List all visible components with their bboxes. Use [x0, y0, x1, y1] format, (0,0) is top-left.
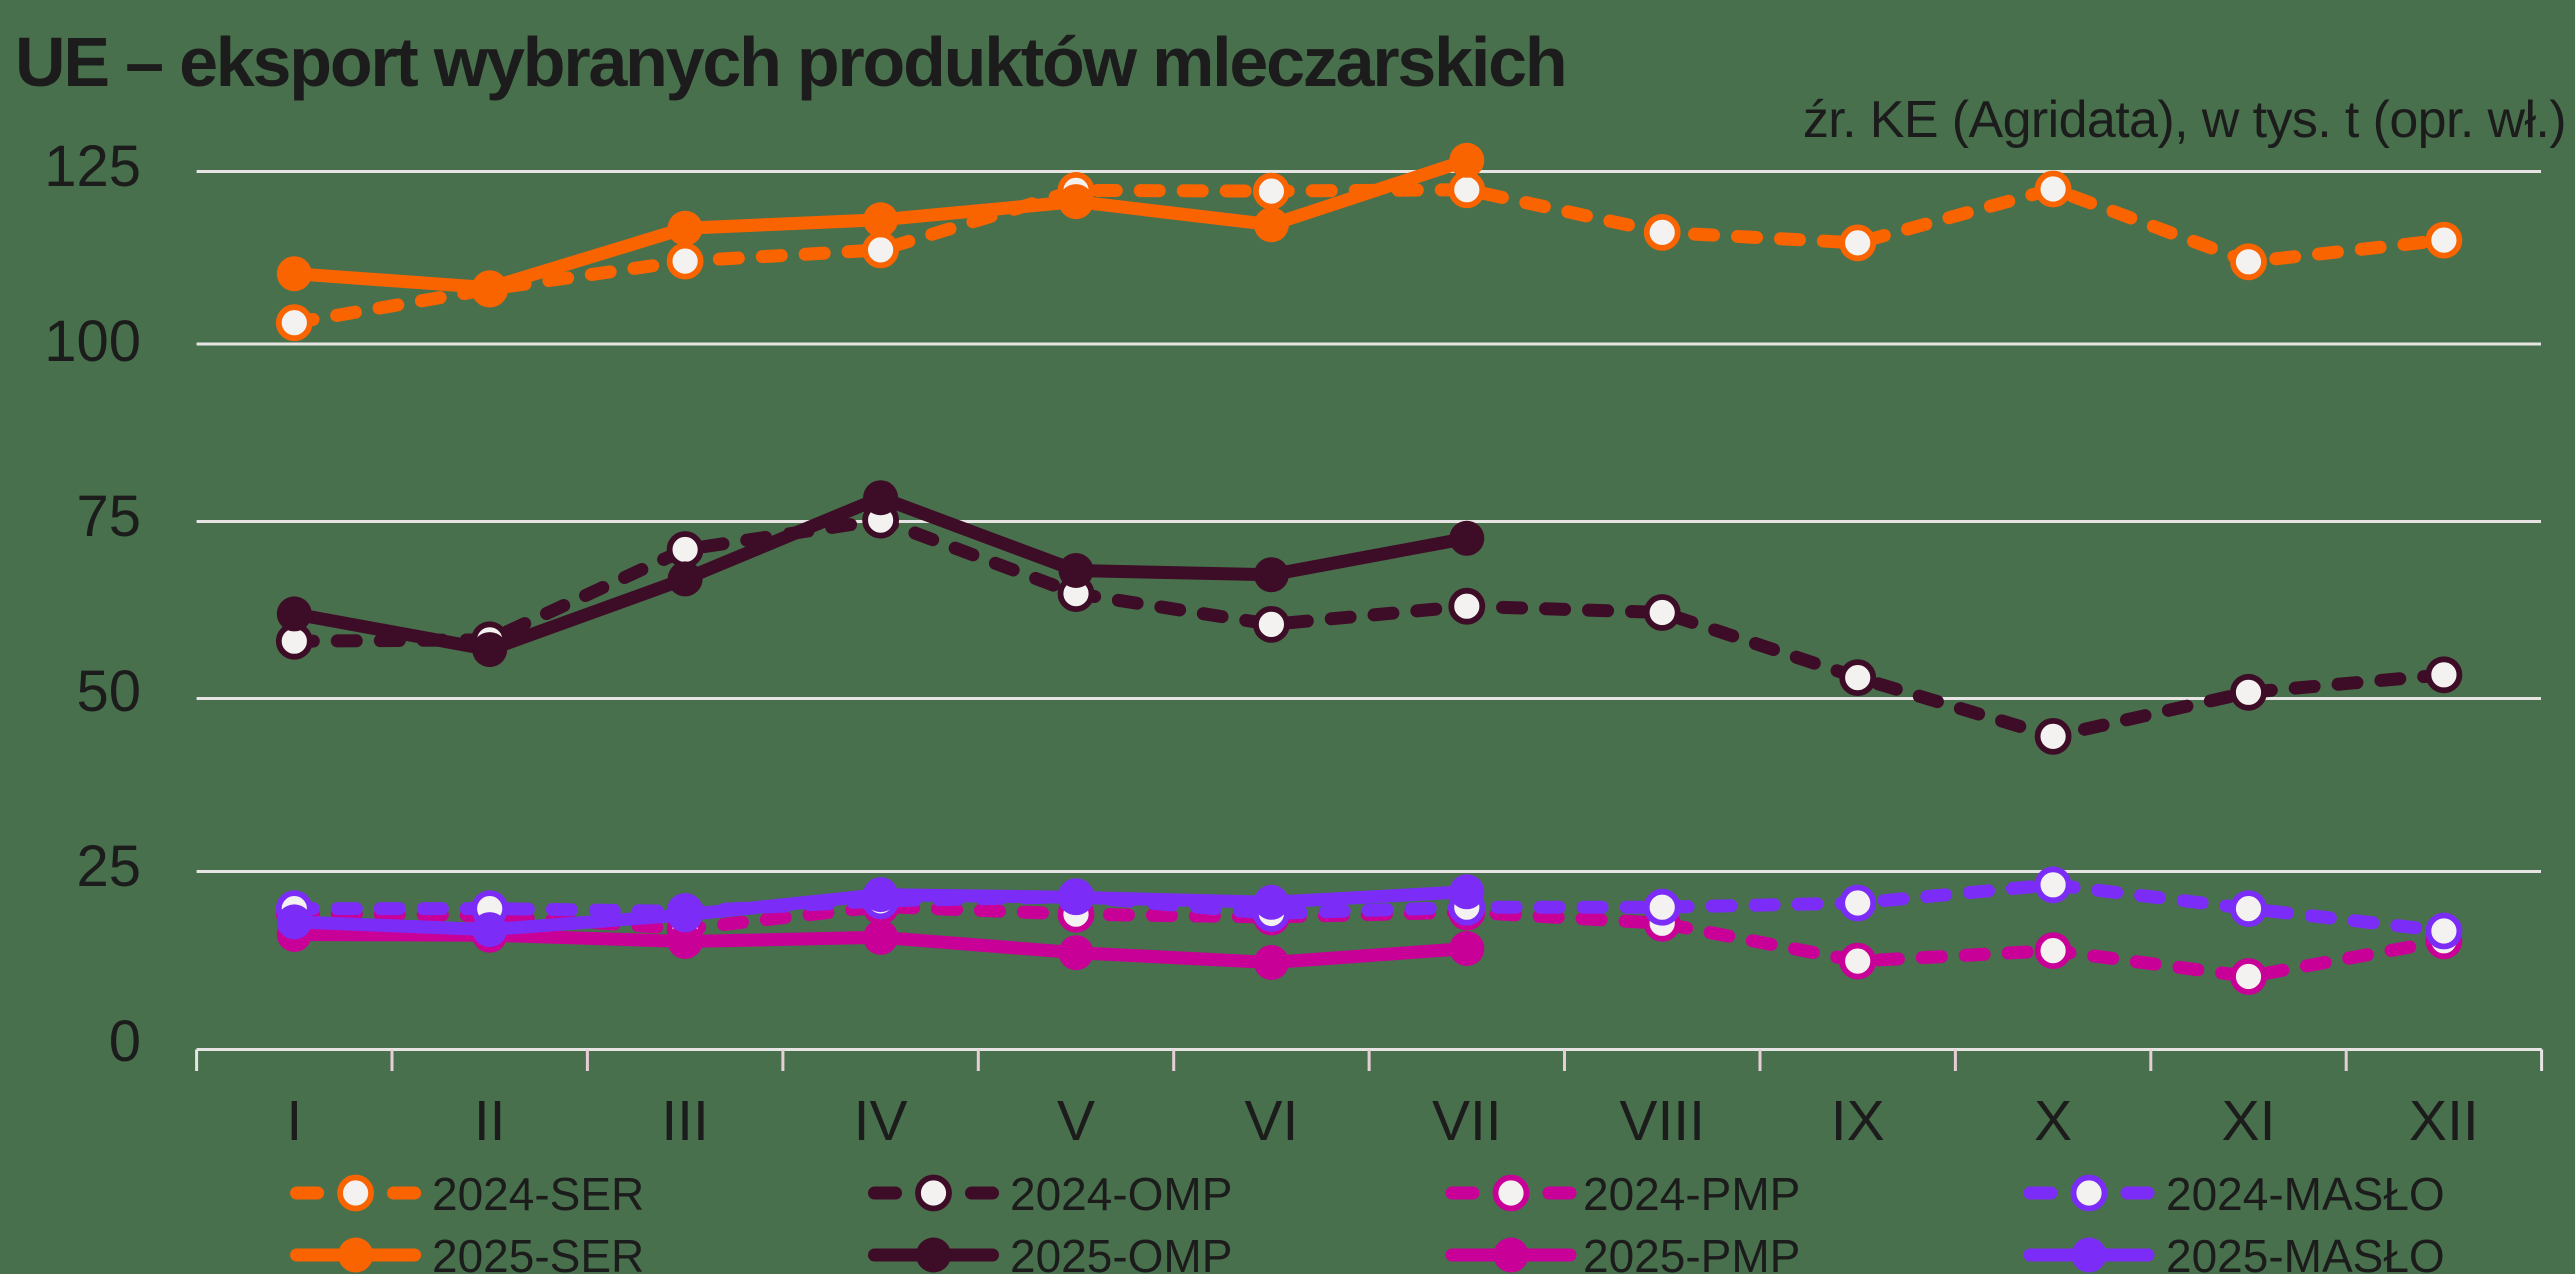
svg-text:50: 50	[76, 659, 141, 724]
svg-text:III: III	[661, 1089, 709, 1153]
svg-text:I: I	[286, 1089, 302, 1153]
svg-text:XII: XII	[2409, 1089, 2479, 1153]
svg-text:IV: IV	[854, 1089, 908, 1153]
svg-text:VIII: VIII	[1619, 1089, 1705, 1153]
svg-text:V: V	[1057, 1089, 1095, 1153]
svg-text:2025-OMP: 2025-OMP	[1010, 1230, 1232, 1274]
svg-text:0: 0	[109, 1009, 141, 1074]
svg-text:II: II	[474, 1089, 506, 1153]
svg-text:źr. KE (Agridata), w tys. t (o: źr. KE (Agridata), w tys. t (opr. wł.)	[1803, 91, 2566, 149]
svg-text:VII: VII	[1432, 1089, 1502, 1153]
svg-text:UE – eksport wybranych produkt: UE – eksport wybranych produktów mleczar…	[15, 23, 1565, 101]
svg-text:125: 125	[44, 134, 141, 199]
svg-text:100: 100	[44, 309, 141, 374]
svg-text:2025-SER: 2025-SER	[432, 1230, 644, 1274]
svg-text:25: 25	[76, 834, 141, 899]
svg-text:2024-PMP: 2024-PMP	[1583, 1168, 1800, 1220]
svg-text:X: X	[2034, 1089, 2072, 1153]
svg-text:XI: XI	[2222, 1089, 2276, 1153]
svg-text:2024-MASŁO: 2024-MASŁO	[2166, 1168, 2445, 1220]
svg-text:2024-SER: 2024-SER	[432, 1168, 644, 1220]
svg-text:VI: VI	[1244, 1089, 1298, 1153]
svg-text:2025-MASŁO: 2025-MASŁO	[2166, 1230, 2445, 1274]
svg-text:IX: IX	[1831, 1089, 1885, 1153]
svg-text:2024-OMP: 2024-OMP	[1010, 1168, 1232, 1220]
svg-text:2025-PMP: 2025-PMP	[1583, 1230, 1800, 1274]
svg-text:75: 75	[76, 484, 141, 549]
